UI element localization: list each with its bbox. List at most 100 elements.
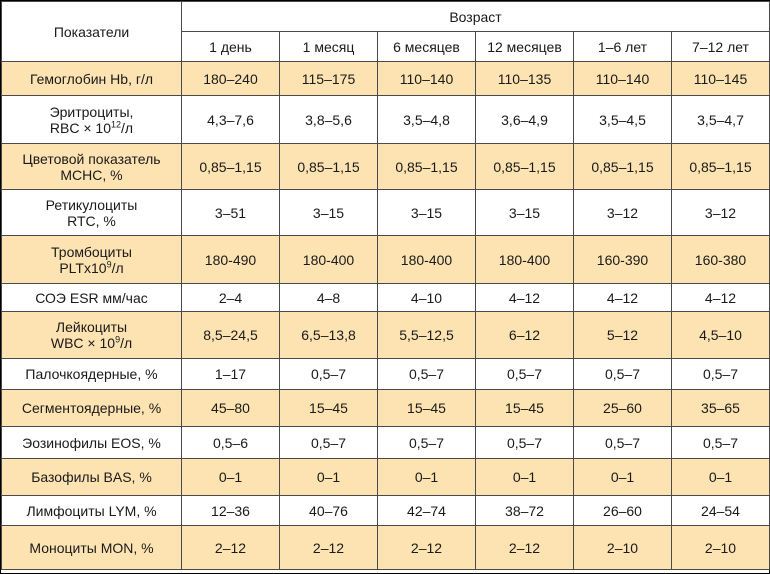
value-cell: 15–45 — [279, 389, 378, 427]
unit-base: WBC × 10 — [50, 335, 116, 351]
value-cell: 0,85–1,15 — [671, 143, 770, 190]
age-column-header: 12 месяцев — [475, 31, 574, 62]
value-cell: 40–76 — [279, 495, 378, 526]
parameter-name-line: RTC, % — [67, 212, 116, 229]
value-cell: 180-400 — [279, 235, 378, 284]
value-cell: 0,85–1,15 — [279, 143, 378, 190]
parameter-name-cell: Цветовой показатель MCHC, % — [1, 143, 182, 190]
parameter-name-cell: Базофилы BAS, % — [1, 458, 182, 496]
value-cell: 3,5–4,8 — [377, 95, 476, 144]
value-cell: 2–12 — [475, 525, 574, 570]
table-row: Эритроциты, RBC × 1012/л 4,3–7,6 3,8–5,6 3,5… — [1, 95, 770, 144]
value-cell: 0,5–7 — [279, 426, 378, 459]
value-cell: 12–36 — [181, 495, 280, 526]
value-cell: 0,5–7 — [279, 358, 378, 390]
parameter-name-line: Эозинофилы EOS, % — [22, 434, 161, 451]
value-cell: 0,5–7 — [377, 358, 476, 390]
value-cell: 0,85–1,15 — [573, 143, 672, 190]
value-cell: 4,3–7,6 — [181, 95, 280, 144]
age-column-header: 1 месяц — [279, 31, 378, 62]
value-cell: 5,5–12,5 — [377, 311, 476, 359]
value-cell: 110–145 — [671, 61, 770, 96]
parameter-name-line: MCHC, % — [60, 166, 123, 183]
value-cell: 24–54 — [671, 495, 770, 526]
table-row: Цветовой показатель MCHC, % 0,85–1,15 0,85–… — [1, 143, 770, 190]
unit-suffix: /л — [121, 119, 134, 136]
value-cell: 2–12 — [279, 525, 378, 570]
value-cell: 0,5–7 — [671, 358, 770, 390]
parameter-name-line: СОЭ ESR мм/час — [35, 289, 148, 306]
value-cell: 38–72 — [475, 495, 574, 526]
value-cell: 4–10 — [377, 283, 476, 312]
table-body: Гемоглобин Hb, г/л 180–240 115–175 110–140 1… — [1, 61, 770, 570]
parameter-name-line: Цветовой показатель — [22, 150, 161, 167]
value-cell: 180–240 — [181, 61, 280, 96]
parameter-name-cell: Лимфоциты LYM, % — [1, 495, 182, 526]
unit-exponent: 12 — [111, 118, 122, 129]
value-cell: 4–12 — [475, 283, 574, 312]
value-cell: 0–1 — [377, 458, 476, 496]
table-row: Базофилы BAS, % 0–1 0–1 0–1 0–1 0–1 0–1 — [1, 458, 770, 496]
table-row: Моноциты MON, % 2–12 2–12 2–12 2–12 2–10 2–10 — [1, 525, 770, 570]
value-cell: 42–74 — [377, 495, 476, 526]
value-cell: 0–1 — [573, 458, 672, 496]
value-cell: 3–51 — [181, 189, 280, 236]
value-cell: 115–175 — [279, 61, 378, 96]
value-cell: 15–45 — [377, 389, 476, 427]
parameter-name-cell: Лейкоциты WBC × 109/л — [1, 311, 182, 359]
parameter-name-cell: Ретикулоциты RTC, % — [1, 189, 182, 236]
value-cell: 4,5–10 — [671, 311, 770, 359]
value-cell: 110–140 — [573, 61, 672, 96]
parameter-name-line: Эритроциты, — [49, 103, 134, 120]
value-cell: 6,5–13,8 — [279, 311, 378, 359]
value-cell: 110–135 — [475, 61, 574, 96]
value-cell: 2–12 — [181, 525, 280, 570]
value-cell: 3–15 — [475, 189, 574, 236]
table-row: Тромбоциты PLTx109/л 180-490 180-400 180-400… — [1, 235, 770, 284]
parameter-name-cell: СОЭ ESR мм/час — [1, 283, 182, 312]
table-row: СОЭ ESR мм/час 2–4 4–8 4–10 4–12 4–12 4–12 — [1, 283, 770, 312]
value-cell: 6–12 — [475, 311, 574, 359]
value-cell: 25–60 — [573, 389, 672, 427]
value-cell: 0,85–1,15 — [181, 143, 280, 190]
unit-base: RBC × 10 — [49, 119, 111, 136]
value-cell: 110–140 — [377, 61, 476, 96]
value-cell: 0,5–7 — [573, 358, 672, 390]
value-cell: 0,5–7 — [475, 358, 574, 390]
value-cell: 0,5–7 — [475, 426, 574, 459]
value-cell: 35–65 — [671, 389, 770, 427]
value-cell: 3,8–5,6 — [279, 95, 378, 144]
table-header: Показатели Возраст 1 день 1 месяц 6 месяце… — [1, 1, 770, 62]
value-cell: 3–15 — [279, 189, 378, 236]
value-cell: 0,5–7 — [573, 426, 672, 459]
value-cell: 2–12 — [377, 525, 476, 570]
value-cell: 45–80 — [181, 389, 280, 427]
value-cell: 180-400 — [475, 235, 574, 284]
parameter-name-cell: Моноциты MON, % — [1, 525, 182, 570]
table-row: Гемоглобин Hb, г/л 180–240 115–175 110–140 1… — [1, 61, 770, 96]
age-column-header: 6 месяцев — [377, 31, 476, 62]
table-row: Эозинофилы EOS, % 0,5–6 0,5–7 0,5–7 0,5–7 0,5… — [1, 426, 770, 459]
parameter-name-line: Палочкоядерные, % — [25, 366, 158, 382]
value-cell: 0–1 — [475, 458, 574, 496]
age-column-header: 7–12 лет — [671, 31, 770, 62]
parameter-name-cell: Палочкоядерные, % — [1, 358, 182, 390]
value-cell: 160-390 — [573, 235, 672, 284]
parameter-name-line: Моноциты MON, % — [29, 539, 154, 556]
age-column-header: 1 день — [181, 31, 280, 62]
value-cell: 1–17 — [181, 358, 280, 390]
parameter-name-cell: Тромбоциты PLTx109/л — [1, 235, 182, 284]
value-cell: 0–1 — [279, 458, 378, 496]
value-cell: 4–12 — [671, 283, 770, 312]
parameter-name-line: WBC × 109/л — [4, 335, 179, 351]
value-cell: 4–8 — [279, 283, 378, 312]
parameter-name-line: Лимфоциты LYM, % — [26, 502, 157, 519]
value-cell: 2–10 — [573, 525, 672, 570]
value-cell: 2–4 — [181, 283, 280, 312]
value-cell: 180-400 — [377, 235, 476, 284]
parameter-name-cell: Эритроциты, RBC × 1012/л — [1, 95, 182, 144]
unit-exponent: 9 — [115, 334, 121, 345]
value-cell: 26–60 — [573, 495, 672, 526]
value-cell: 0,85–1,15 — [377, 143, 476, 190]
